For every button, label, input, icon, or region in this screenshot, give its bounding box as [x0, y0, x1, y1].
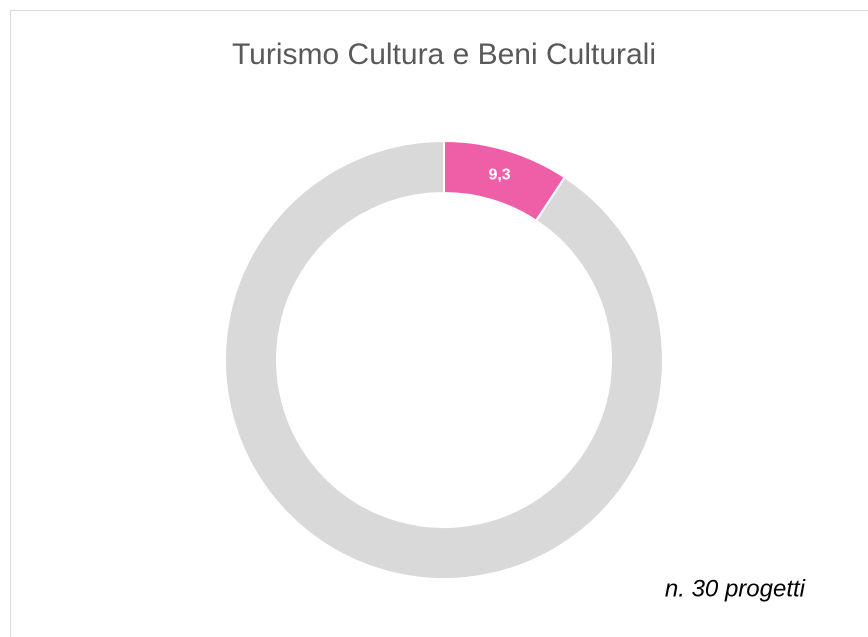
donut-segment: [224, 139, 664, 580]
data-label: 9,3: [488, 166, 510, 183]
annotation: n. 30 progetti: [665, 575, 806, 602]
chart-title: Turismo Cultura e Beni Culturali: [232, 38, 656, 71]
